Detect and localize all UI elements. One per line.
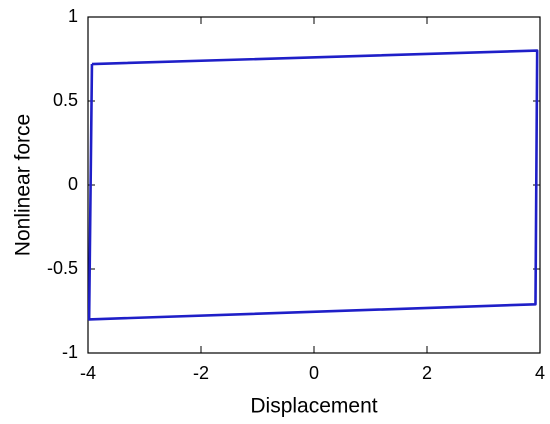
y-tick-label: 0.5	[53, 90, 78, 110]
plot-frame	[87, 16, 541, 354]
y-tick-label: -1	[62, 342, 78, 362]
x-axis-label: Displacement	[250, 395, 377, 418]
y-tick-label: 0	[68, 174, 78, 194]
x-tick-label: 2	[422, 363, 432, 383]
y-tick-label: 1	[68, 6, 78, 26]
y-tick-label: -0.5	[47, 258, 78, 278]
x-tick-label: -4	[80, 363, 96, 383]
data-line	[87, 49, 539, 321]
x-tick-label: 4	[535, 363, 545, 383]
y-axis-label: Nonlinear force	[12, 114, 35, 256]
x-tick-label: -2	[193, 363, 209, 383]
x-tick-label: 0	[309, 363, 319, 383]
